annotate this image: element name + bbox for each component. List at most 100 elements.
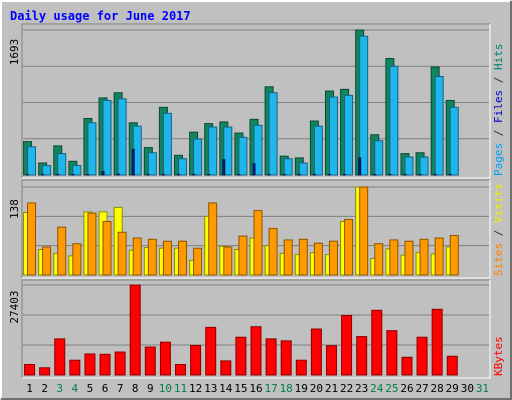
panel-kbytes-ymax-label: 27403	[8, 290, 21, 323]
bar-kbytes-kbytes-day-14	[220, 360, 232, 376]
bar-hits-files-day-26	[404, 156, 414, 176]
x-tick-label-day-31: 31	[476, 382, 489, 395]
bar-visits-sites-day-9	[147, 238, 157, 276]
bar-hits-files-day-17	[268, 92, 278, 176]
legend-part: Sites	[492, 243, 505, 276]
x-tick-label-day-21: 21	[325, 382, 338, 395]
x-tick-label-day-6: 6	[102, 382, 109, 395]
chart-title: Daily usage for June 2017	[10, 9, 191, 23]
bar-kbytes-kbytes-day-21	[325, 345, 337, 376]
legend-part: /	[492, 70, 505, 90]
bar-hits-files-day-18	[283, 158, 293, 176]
bar-visits-sites-day-10	[162, 240, 172, 276]
bar-hits-files-day-20	[313, 125, 323, 176]
bar-hits-files-day-10	[162, 112, 172, 176]
x-tick-label-day-10: 10	[159, 382, 172, 395]
bar-kbytes-kbytes-day-15	[235, 336, 247, 376]
x-tick-label-day-8: 8	[132, 382, 139, 395]
bar-kbytes-kbytes-day-19	[295, 359, 307, 376]
bar-kbytes-kbytes-day-27	[416, 336, 428, 376]
chart-panels: 1693 Pages / Files / Hits 138 Sites / Visit…	[8, 23, 505, 379]
x-tick-label-day-11: 11	[174, 382, 187, 395]
bar-visits-sites-day-26	[404, 240, 414, 276]
bar-visits-sites-day-16	[253, 210, 263, 276]
bar-visits-sites-day-5	[87, 212, 97, 276]
legend-part: KBytes	[492, 336, 505, 376]
x-tick-label-day-7: 7	[117, 382, 124, 395]
bar-kbytes-kbytes-day-8	[129, 284, 141, 376]
bar-hits-pages-day-16	[252, 163, 256, 176]
bar-hits-files-day-6	[102, 99, 112, 176]
bar-hits-pages-day-23	[358, 157, 362, 176]
bar-hits-files-day-4	[72, 165, 82, 176]
bar-visits-sites-day-11	[178, 240, 188, 276]
bar-kbytes-kbytes-day-12	[190, 344, 202, 376]
bar-visits-sites-day-6	[102, 220, 112, 276]
x-tick-label-day-4: 4	[72, 382, 79, 395]
x-tick-label-day-9: 9	[147, 382, 154, 395]
bar-kbytes-kbytes-day-22	[341, 315, 353, 376]
bar-kbytes-kbytes-day-20	[310, 328, 322, 376]
bar-hits-files-day-13	[208, 126, 218, 176]
legend-part: /	[492, 223, 505, 243]
bar-hits-files-day-5	[87, 122, 97, 176]
panel-visits-bevel-light	[22, 180, 491, 279]
bar-kbytes-kbytes-day-16	[250, 326, 262, 376]
bar-visits-sites-day-24	[374, 243, 384, 276]
panel-hits-ymax-label: 1693	[8, 39, 21, 66]
bar-hits-files-day-12	[193, 138, 203, 176]
bar-hits-files-day-28	[434, 76, 444, 176]
x-tick-label-day-12: 12	[189, 382, 202, 395]
bar-hits-files-day-15	[238, 136, 248, 176]
bar-kbytes-kbytes-day-4	[69, 359, 81, 376]
legend-part: Pages	[492, 143, 505, 176]
bar-hits-files-day-24	[374, 140, 384, 176]
bar-kbytes-kbytes-day-7	[114, 351, 126, 376]
bar-visits-sites-day-13	[208, 202, 218, 276]
bar-hits-files-day-16	[253, 124, 263, 176]
x-tick-label-day-20: 20	[310, 382, 323, 395]
bar-kbytes-kbytes-day-29	[446, 355, 458, 376]
bar-hits-files-day-1	[27, 146, 37, 176]
bar-visits-sites-day-14	[223, 246, 233, 276]
bar-visits-sites-day-15	[238, 235, 248, 276]
x-tick-label-day-27: 27	[415, 382, 428, 395]
bar-visits-sites-day-23	[359, 186, 369, 276]
legend-part: Files	[492, 90, 505, 123]
panel-visits-bevel-dark	[21, 179, 490, 278]
bar-hits-files-day-29	[449, 106, 459, 176]
bar-hits-files-day-19	[298, 162, 308, 176]
bar-hits-files-day-2	[42, 165, 52, 176]
bar-hits-files-day-22	[344, 94, 354, 176]
x-tick-label-day-30: 30	[461, 382, 474, 395]
bar-kbytes-kbytes-day-26	[401, 356, 413, 376]
panel-hits-bevel-dark	[21, 23, 490, 178]
legend-part: Hits	[492, 44, 505, 71]
bar-hits-files-day-9	[147, 152, 157, 176]
x-tick-label-day-1: 1	[26, 382, 33, 395]
panel-kbytes-bevel-light	[22, 280, 491, 379]
bar-visits-sites-day-17	[268, 227, 278, 276]
bar-visits-sites-day-2	[42, 246, 52, 276]
bar-kbytes-kbytes-day-18	[280, 340, 292, 376]
bar-visits-sites-day-19	[298, 238, 308, 276]
bar-kbytes-kbytes-day-13	[205, 326, 217, 376]
bar-kbytes-kbytes-day-17	[265, 338, 277, 376]
bar-visits-sites-day-7	[117, 231, 127, 276]
bar-hits-files-day-11	[178, 158, 188, 176]
x-tick-label-day-23: 23	[355, 382, 368, 395]
x-axis-labels: 1 2 3 4 5 6 7 8 9 10 11 12 13 14 15 16 17 18 19 20 21 22 23 24 2…	[26, 382, 489, 395]
x-tick-label-day-14: 14	[219, 382, 233, 395]
x-tick-label-day-2: 2	[41, 382, 48, 395]
bar-visits-sites-day-27	[419, 238, 429, 276]
x-tick-label-day-22: 22	[340, 382, 353, 395]
bar-hits-files-day-3	[57, 153, 67, 176]
bar-visits-sites-day-25	[389, 239, 399, 276]
x-tick-label-day-28: 28	[431, 382, 444, 395]
bar-hits-files-day-23	[359, 35, 369, 176]
bar-hits-files-day-25	[389, 65, 399, 176]
bar-kbytes-kbytes-day-9	[144, 346, 156, 376]
